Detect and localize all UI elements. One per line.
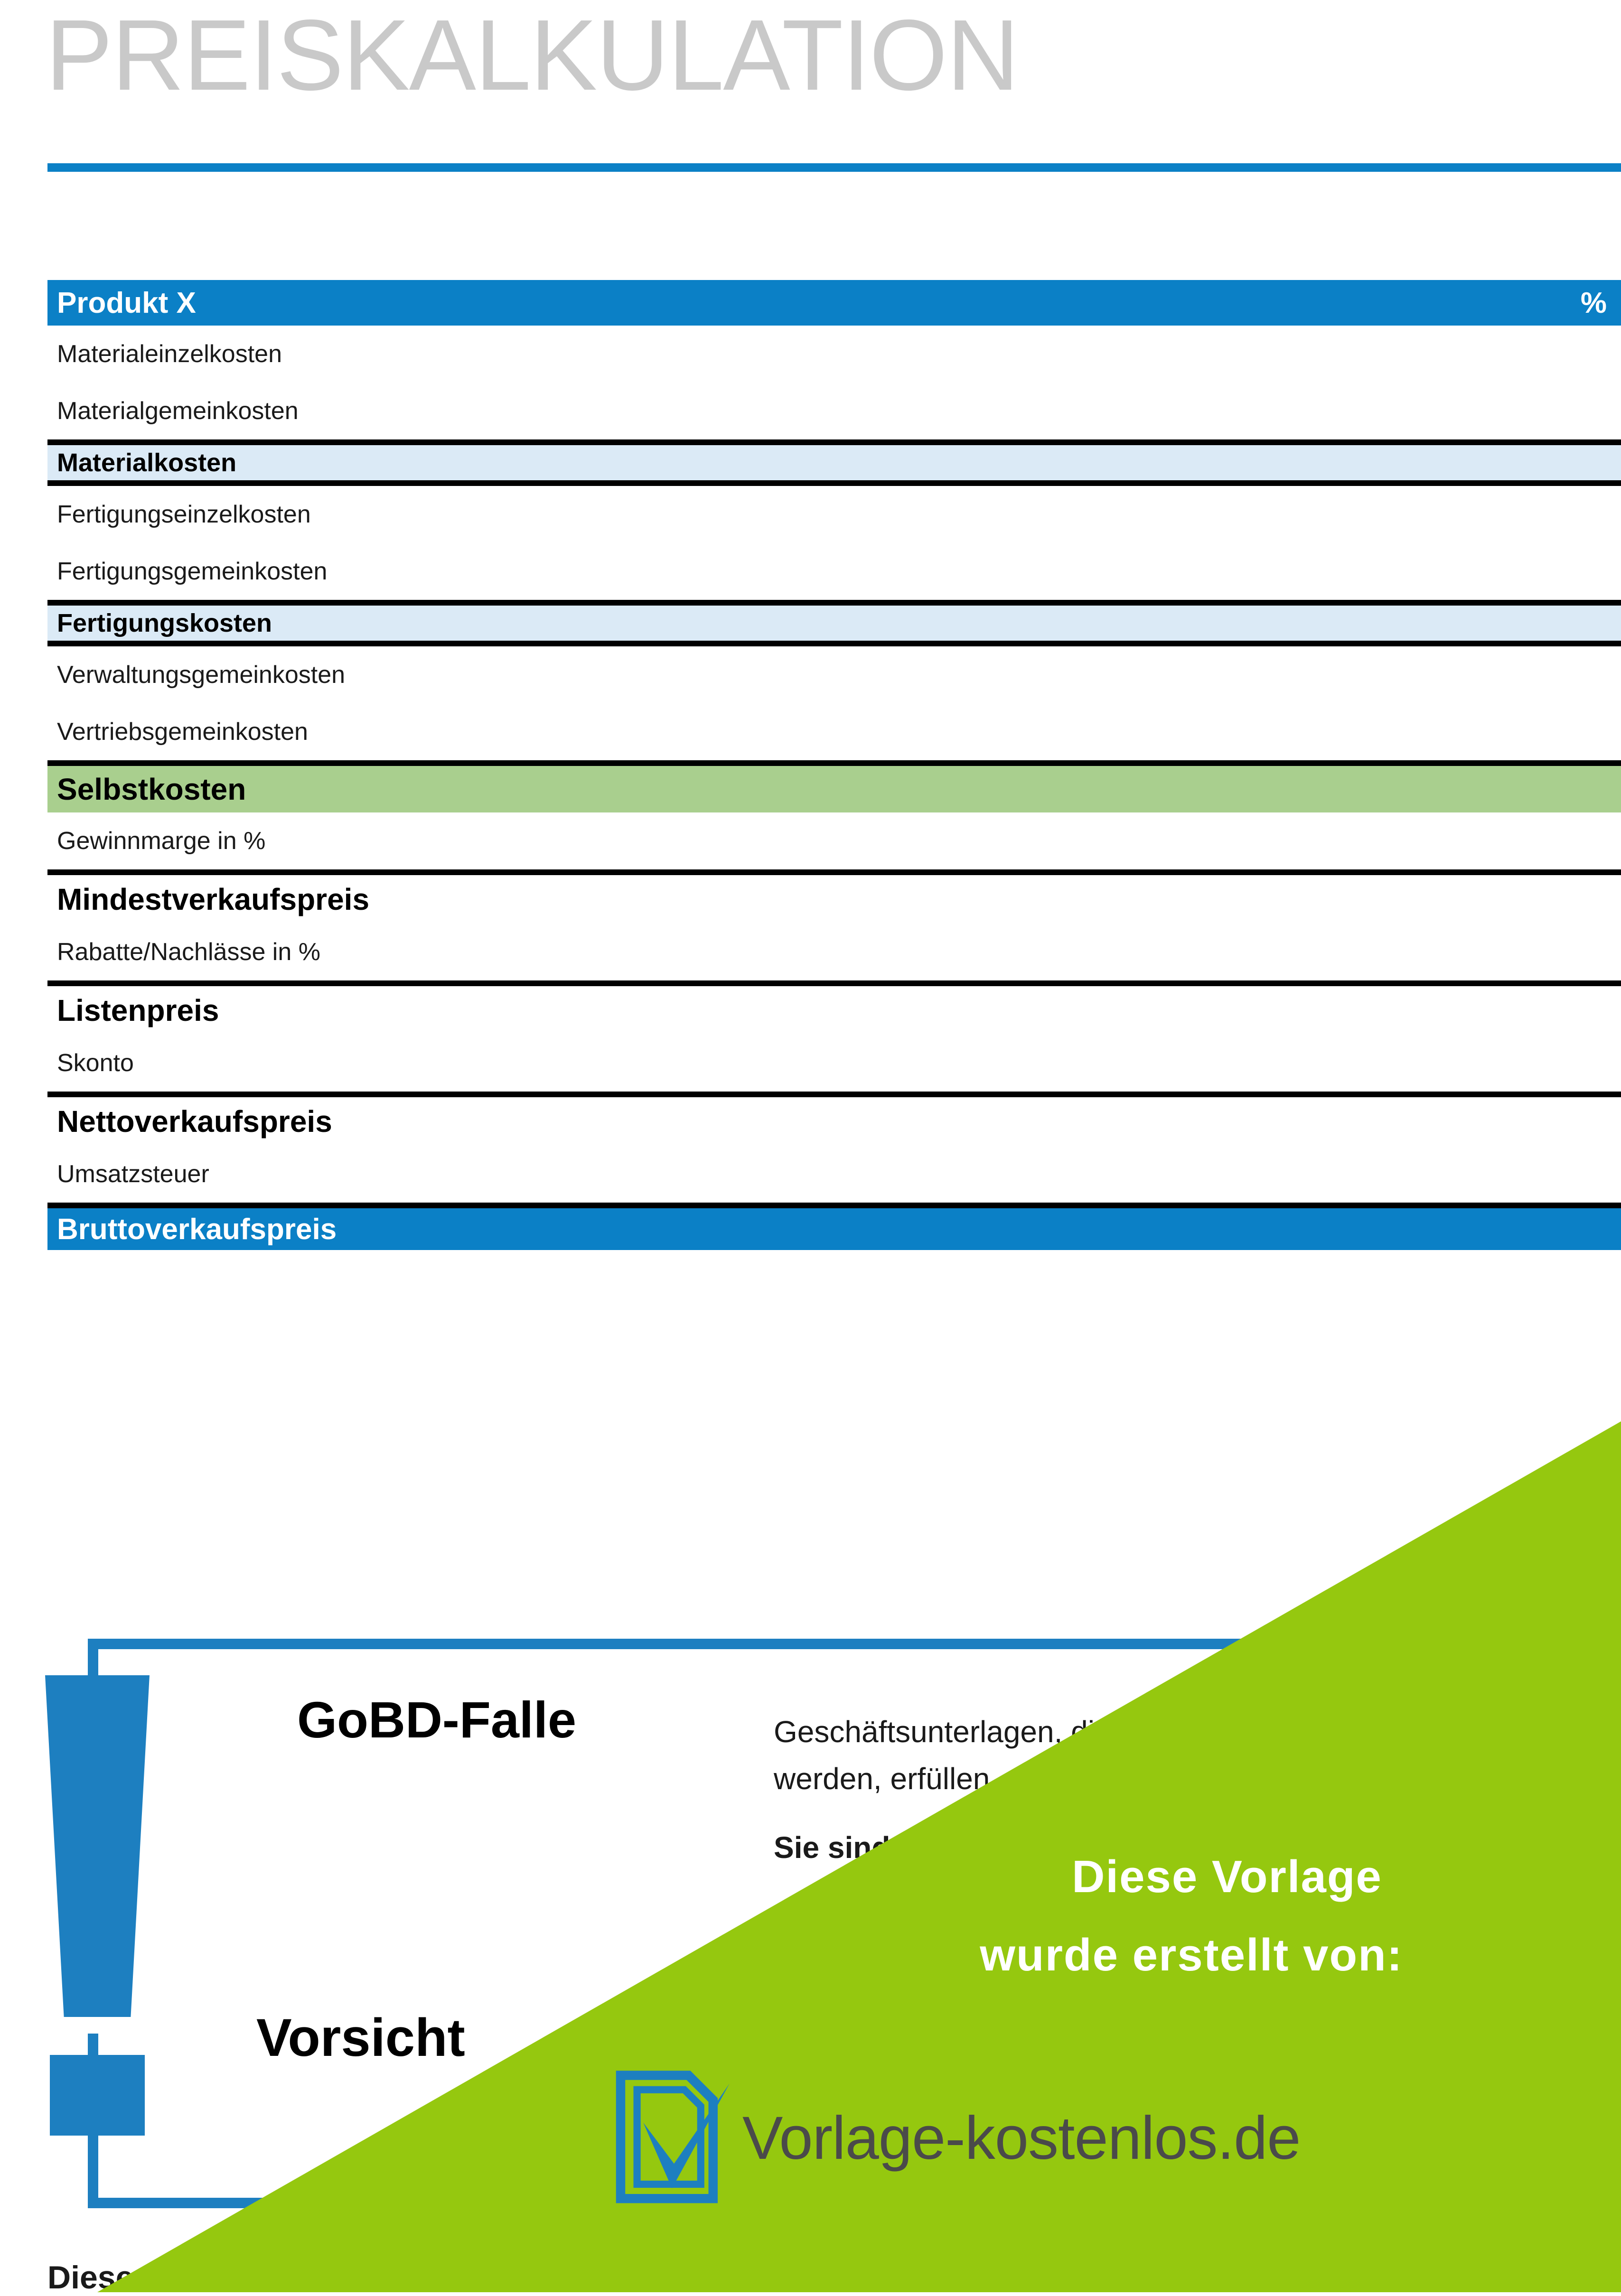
exclamation-dot [50, 2055, 145, 2136]
title-divider [47, 163, 1621, 172]
table-row-label: Gewinnmarge in % [57, 827, 266, 855]
table-row: Selbstkosten [47, 760, 1621, 812]
table-row-label: Fertigungskosten [57, 609, 272, 637]
table-row-label: Rabatte/Nachlässe in % [57, 938, 320, 966]
table-row-label: Mindestverkaufspreis [57, 882, 370, 916]
table-row: Nettoverkaufspreis [47, 1092, 1621, 1146]
table-row-label: Verwaltungsgemeinkosten [57, 661, 346, 689]
page-title: PREISKALKULATION [46, 0, 1019, 111]
table-row: Verwaltungsgemeinkosten [47, 646, 1621, 703]
table-row-label: Fertigungsgemeinkosten [57, 558, 328, 585]
table-header-row: Produkt X % [47, 280, 1621, 326]
table-row-label: Selbstkosten [57, 772, 246, 806]
table-header-percent: % [1580, 286, 1607, 319]
table-row: Listenpreis [47, 980, 1621, 1035]
exclamation-icon [45, 1675, 150, 2188]
table-row-label: Materialeinzelkosten [57, 340, 282, 368]
gobd-body-strong: Sie sind damit nicht GoBD-konform. [774, 1830, 1295, 1865]
table-row: Gewinnmarge in % [47, 812, 1621, 869]
table-row: Fertigungskosten [47, 600, 1621, 646]
table-row: Materialeinzelkosten [47, 326, 1621, 383]
table-row-label: Skonto [57, 1049, 134, 1077]
table-row: Rabatte/Nachlässe in % [47, 924, 1621, 980]
table-header-product: Produkt X [57, 286, 196, 319]
table-row-label: Nettoverkaufspreis [57, 1104, 332, 1139]
table-row-label: Bruttoverkaufspreis [57, 1213, 337, 1246]
below-card-text: Diese [47, 2259, 134, 2296]
exclamation-stem [45, 1675, 150, 2017]
gobd-body-text: Geschäftsunterlagen, die mit Excel erste… [774, 1708, 1438, 1872]
table-row: Materialkosten [47, 439, 1621, 486]
table-row: Bruttoverkaufspreis [47, 1203, 1621, 1250]
table-row-label: Materialgemeinkosten [57, 397, 299, 425]
table-row-label: Vertriebsgemeinkosten [57, 718, 308, 746]
gobd-warning-word: Vorsicht [256, 2008, 465, 2067]
table-row-label: Listenpreis [57, 993, 219, 1027]
table-row: Vertriebsgemeinkosten [47, 703, 1621, 760]
table-row-label: Materialkosten [57, 448, 237, 477]
gobd-heading: GoBD-Falle [297, 1691, 577, 1748]
price-calculation-table: Produkt X % Materialeinzelkosten Material… [47, 280, 1621, 1250]
table-row: Fertigungseinzelkosten [47, 486, 1621, 543]
table-row: Materialgemeinkosten [47, 383, 1621, 439]
gobd-body-line1: Geschäftsunterlagen, die mit Excel [774, 1715, 1243, 1749]
table-row: Skonto [47, 1035, 1621, 1092]
table-row-label: Fertigungseinzelkosten [57, 501, 311, 528]
table-row: Fertigungsgemeinkosten [47, 543, 1621, 600]
table-row: Umsatzsteuer [47, 1146, 1621, 1203]
table-row-label: Umsatzsteuer [57, 1160, 209, 1188]
table-row: Mindestverkaufspreis [47, 869, 1621, 924]
